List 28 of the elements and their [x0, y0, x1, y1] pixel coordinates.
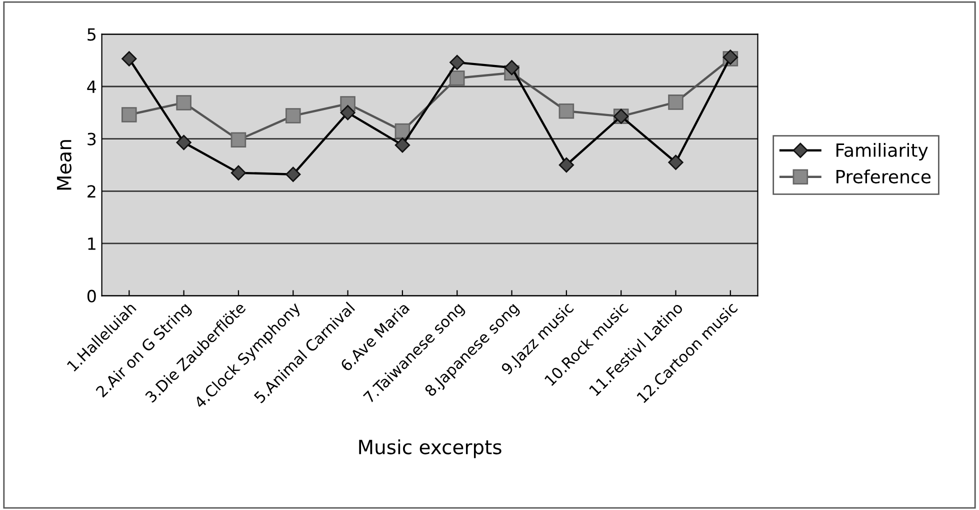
point — [504, 60, 520, 76]
point — [558, 103, 574, 119]
point — [450, 54, 465, 70]
point — [230, 165, 246, 180]
point — [230, 132, 246, 148]
point — [122, 51, 137, 66]
point — [449, 70, 465, 86]
point — [176, 134, 192, 150]
y-axis-title: Mean — [57, 140, 72, 190]
point — [558, 157, 574, 173]
y-tick-label: 5 — [88, 28, 96, 41]
legend-label: Preference — [836, 170, 931, 184]
point — [668, 154, 684, 170]
legend-label: Familiarity — [836, 142, 928, 160]
y-tick-label: 2 — [88, 185, 96, 198]
point — [286, 166, 301, 182]
point — [122, 107, 137, 122]
point — [394, 123, 410, 139]
point — [340, 105, 356, 120]
y-tick-label: 1 — [88, 238, 96, 250]
x-axis-title: Music excerpts — [359, 439, 502, 458]
point — [176, 95, 192, 110]
point — [394, 138, 410, 153]
y-tick-label: 4 — [87, 80, 96, 93]
y-tick-label: 0 — [87, 290, 96, 302]
point — [668, 94, 684, 110]
point — [285, 108, 301, 124]
y-tick-label: 3 — [88, 132, 96, 146]
